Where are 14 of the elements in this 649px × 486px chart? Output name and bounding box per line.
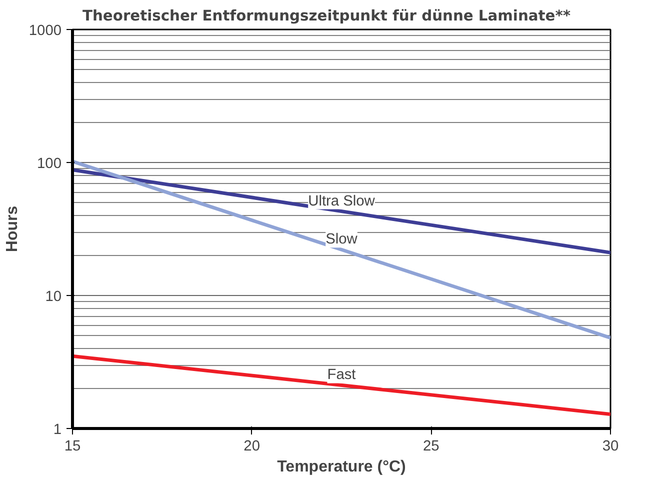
x-tick-label: 15 <box>64 438 81 454</box>
y-tick-label: 1 <box>53 422 62 438</box>
y-axis-title: Hours <box>4 206 21 252</box>
series-label: Fast <box>327 367 356 384</box>
x-tick-label: 20 <box>244 438 260 454</box>
y-tick-label: 100 <box>37 156 62 172</box>
series-label: Slow <box>326 232 358 248</box>
series-label: Ultra Slow <box>308 193 376 210</box>
x-axis-title: Temperature (°C) <box>277 458 406 476</box>
chart-title: Theoretischer Entformungszeitpunkt für dünne Laminate** <box>82 8 571 24</box>
y-tick-label: 10 <box>45 289 62 305</box>
x-tick-label: 25 <box>423 438 440 454</box>
x-tick-label: 30 <box>602 438 619 454</box>
y-tick-label: 1000 <box>28 23 62 39</box>
